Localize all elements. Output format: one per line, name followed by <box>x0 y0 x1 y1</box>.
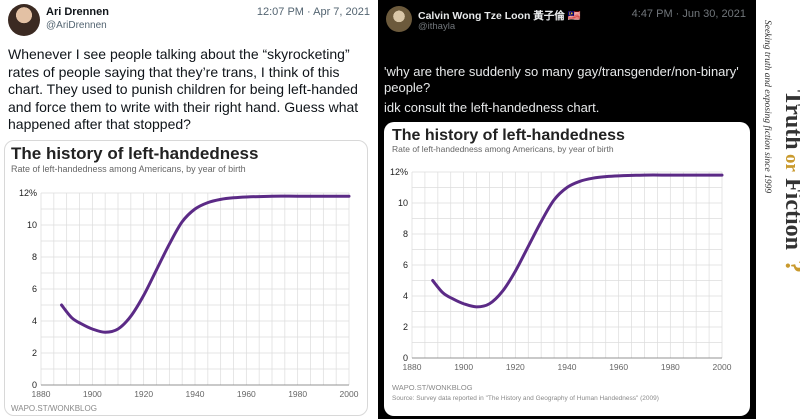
truth-or-fiction-logo: Truth or Fiction ? Seeking truth and exp… <box>756 0 800 419</box>
y-tick-label: 8 <box>403 229 408 239</box>
question-mark-icon: ? <box>780 260 800 273</box>
right-tweet: Calvin Wong Tze Loon 黃子倫 🇲🇾 @ithayla 4:4… <box>378 0 756 419</box>
x-tick-label: 1920 <box>134 389 153 399</box>
logo-word-or: or <box>781 154 800 173</box>
y-tick-label: 2 <box>32 348 37 358</box>
x-tick-label: 1940 <box>558 362 577 372</box>
x-tick-label: 1980 <box>288 389 307 399</box>
y-tick-label: 8 <box>32 252 37 262</box>
series-line <box>60 194 351 334</box>
tweet-text: 'why are there suddenly so many gay/tran… <box>384 64 739 95</box>
chart-subtitle: Rate of left-handedness among Americans,… <box>392 144 614 154</box>
avatar[interactable] <box>8 4 40 36</box>
chart-image[interactable]: The history of left-handedness Rate of l… <box>4 140 368 416</box>
tweet-text: Whenever I see people talking about the … <box>8 46 359 132</box>
left-tweet: Ari Drennen @AriDrennen 12:07 PM · Apr 7… <box>0 0 378 419</box>
x-tick-label: 1920 <box>506 362 525 372</box>
x-tick-label: 1940 <box>186 389 205 399</box>
chart-subtitle: Rate of left-handedness among Americans,… <box>11 164 246 174</box>
x-tick-label: 1900 <box>83 389 102 399</box>
y-tick-label: 0 <box>32 380 37 390</box>
y-tick-label: 4 <box>403 291 408 301</box>
chart-title: The history of left-handedness <box>392 127 625 144</box>
tweet-timestamp[interactable]: 4:47 PM · Jun 30, 2021 <box>631 8 746 20</box>
logo-tagline: Seeking truth and exposing fiction since… <box>762 20 773 193</box>
avatar[interactable] <box>386 6 412 32</box>
tweet-timestamp[interactable]: 12:07 PM · Apr 7, 2021 <box>256 6 370 18</box>
tweet-text-2: idk consult the left-handedness chart. <box>384 100 600 115</box>
author-handle[interactable]: @AriDrennen <box>46 20 107 31</box>
y-tick-label: 12% <box>390 167 408 177</box>
author-name[interactable]: Calvin Wong Tze Loon 黃子倫 🇲🇾 <box>418 10 581 22</box>
x-tick-label: 1880 <box>32 389 51 399</box>
series-line <box>431 173 724 309</box>
logo-word-fiction: Fiction <box>780 178 800 250</box>
x-tick-label: 1880 <box>403 362 422 372</box>
logo-svg: Truth or Fiction ? Seeking truth and exp… <box>762 20 800 273</box>
plot-area: 0 2 4 6 8 10 12% 1880 1900 1920 1940 1960 1980 2000 <box>19 188 359 399</box>
x-tick-label: 1960 <box>609 362 628 372</box>
logo-word-truth: Truth <box>780 90 800 150</box>
x-tick-label: 2000 <box>713 362 732 372</box>
chart-credit: WAPO.ST/WONKBLOG <box>11 404 97 413</box>
y-tick-label: 10 <box>398 198 408 208</box>
y-tick-label: 4 <box>32 316 37 326</box>
x-tick-label: 1980 <box>661 362 680 372</box>
y-tick-label: 6 <box>32 284 37 294</box>
y-tick-label: 10 <box>27 220 37 230</box>
author-name[interactable]: Ari Drennen <box>46 6 109 18</box>
chart-title: The history of left-handedness <box>11 144 258 163</box>
y-tick-label: 6 <box>403 260 408 270</box>
chart-source: Source: Survey data reported in "The His… <box>392 395 659 402</box>
x-tick-label: 2000 <box>340 389 359 399</box>
plot-area: 0 2 4 6 8 10 12% 1880 1900 1920 1940 1960 1980 2000 <box>390 167 732 372</box>
author-handle[interactable]: @ithayla <box>418 21 456 32</box>
y-tick-label: 2 <box>403 322 408 332</box>
x-tick-label: 1960 <box>237 389 256 399</box>
x-tick-label: 1900 <box>454 362 473 372</box>
chart-image[interactable]: The history of left-handedness Rate of l… <box>384 122 750 416</box>
y-tick-label: 12% <box>19 188 37 198</box>
chart-credit: WAPO.ST/WONKBLOG <box>392 383 473 392</box>
y-tick-label: 0 <box>403 353 408 363</box>
chart-svg: The history of left-handedness Rate of l… <box>390 127 732 402</box>
chart-svg: The history of left-handedness Rate of l… <box>11 144 359 413</box>
